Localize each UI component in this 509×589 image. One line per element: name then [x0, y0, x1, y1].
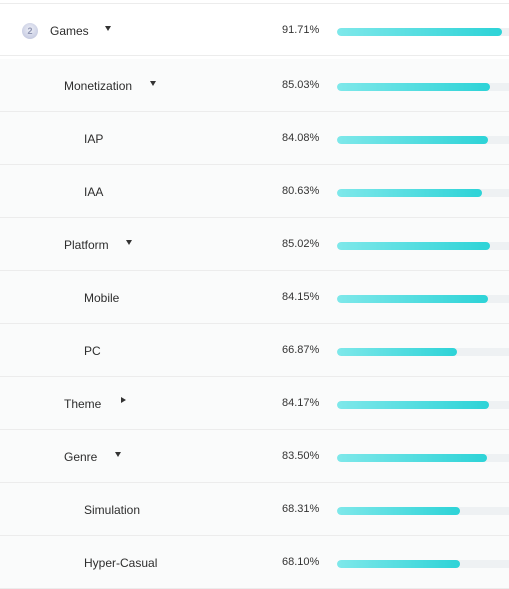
- tree-row-pc[interactable]: PC 66.87%: [0, 324, 509, 377]
- tree-row-simulation[interactable]: Simulation 68.31%: [0, 483, 509, 536]
- tree-row-theme[interactable]: Theme 84.17%: [0, 377, 509, 430]
- row-percent: 80.63%: [282, 185, 320, 197]
- progress-track: [337, 136, 509, 144]
- tree-row-iaa[interactable]: IAA 80.63%: [0, 165, 509, 218]
- progress-track: [337, 560, 509, 568]
- row-label: PC: [84, 344, 101, 358]
- progress-fill: [337, 28, 502, 36]
- tree-row-genre[interactable]: Genre 83.50%: [0, 430, 509, 483]
- row-label: IAA: [84, 185, 104, 199]
- row-percent: 85.03%: [282, 79, 320, 91]
- chevron-down-icon[interactable]: [126, 240, 132, 245]
- progress-track: [337, 83, 509, 91]
- rank-badge: 2: [22, 23, 38, 39]
- row-percent: 84.08%: [282, 132, 320, 144]
- row-percent: 91.71%: [282, 24, 320, 36]
- row-percent: 85.02%: [282, 238, 320, 250]
- chevron-down-icon[interactable]: [150, 81, 156, 86]
- progress-fill: [337, 454, 487, 462]
- chevron-down-icon[interactable]: [105, 26, 111, 31]
- tree-row-hyper-casual[interactable]: Hyper-Casual 68.10%: [0, 536, 509, 589]
- progress-fill: [337, 401, 489, 409]
- row-percent: 68.10%: [282, 556, 320, 568]
- row-label: Simulation: [84, 503, 141, 517]
- row-label: Genre: [64, 450, 98, 464]
- row-percent: 83.50%: [282, 450, 320, 462]
- row-percent: 84.17%: [282, 397, 320, 409]
- row-label: Theme: [64, 397, 102, 411]
- row-percent: 84.15%: [282, 291, 320, 303]
- tree-row-iap[interactable]: IAP 84.08%: [0, 112, 509, 165]
- row-label: Platform: [64, 238, 109, 252]
- chevron-right-icon[interactable]: [121, 397, 126, 403]
- progress-fill: [337, 83, 490, 91]
- tree-row-platform[interactable]: Platform 85.02%: [0, 218, 509, 271]
- row-percent: 66.87%: [282, 344, 320, 356]
- progress-fill: [337, 507, 460, 515]
- progress-track: [337, 348, 509, 356]
- progress-fill: [337, 242, 490, 250]
- row-label: Hyper-Casual: [84, 556, 158, 570]
- row-percent: 68.31%: [282, 503, 320, 515]
- tree-row-games[interactable]: 2 Games 91.71%: [0, 3, 509, 56]
- row-label: Monetization: [64, 79, 133, 93]
- progress-fill: [337, 295, 488, 303]
- progress-track: [337, 28, 509, 36]
- progress-track: [337, 454, 509, 462]
- chevron-down-icon[interactable]: [115, 452, 121, 457]
- progress-track: [337, 295, 509, 303]
- row-label: Mobile: [84, 291, 120, 305]
- progress-fill: [337, 348, 457, 356]
- tree-row-mobile[interactable]: Mobile 84.15%: [0, 271, 509, 324]
- progress-fill: [337, 560, 460, 568]
- progress-track: [337, 242, 509, 250]
- row-label: Games: [50, 24, 89, 38]
- progress-fill: [337, 136, 488, 144]
- tree-row-monetization[interactable]: Monetization 85.03%: [0, 59, 509, 112]
- row-label: IAP: [84, 132, 104, 146]
- progress-fill: [337, 189, 482, 197]
- progress-track: [337, 401, 509, 409]
- progress-track: [337, 189, 509, 197]
- progress-track: [337, 507, 509, 515]
